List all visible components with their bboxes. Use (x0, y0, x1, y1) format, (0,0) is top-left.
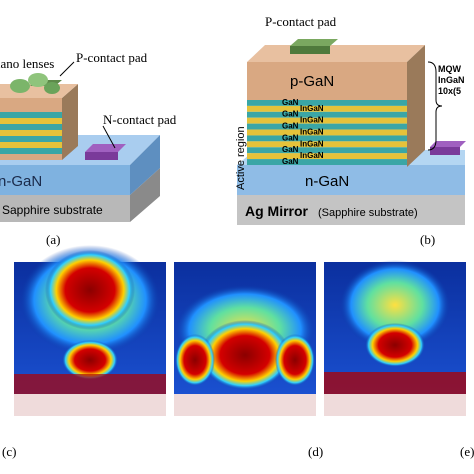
layer (247, 159, 407, 165)
layer (247, 111, 407, 118)
panel-label: (a) (46, 232, 60, 247)
leader-line (102, 125, 116, 149)
layer (247, 141, 407, 148)
n-contact-pad (85, 152, 118, 160)
nano-lens (44, 82, 60, 94)
panel-a: nano lenses P-contact pad N-contact pad … (0, 50, 177, 247)
n-gan-front (0, 165, 130, 195)
label: P-contact pad (76, 50, 148, 65)
field (365, 323, 425, 367)
label: P-contact pad (265, 14, 337, 29)
field (45, 250, 135, 330)
layer (0, 136, 62, 142)
layer (247, 105, 407, 112)
layer (247, 135, 407, 142)
label: n-GaN (0, 173, 42, 190)
label: Ag Mirror (245, 203, 309, 219)
layer (0, 130, 62, 136)
field (62, 340, 118, 380)
layer (247, 117, 407, 124)
field-map-d (174, 262, 316, 416)
reflection (14, 394, 166, 416)
reflection (174, 394, 316, 416)
panel-b: GaNInGaNGaNInGaNGaNInGaNGaNInGaNGaNInGaN… (235, 14, 466, 247)
n-gan-side (130, 135, 160, 195)
field (275, 334, 315, 386)
label: Active region (235, 126, 247, 190)
layer (247, 129, 407, 136)
layer-label: InGaN (300, 127, 324, 136)
label: nano lenses (0, 56, 54, 71)
n-contact-pad-top (85, 144, 126, 152)
label: (Sapphire substrate) (318, 207, 418, 219)
layer (0, 112, 62, 118)
layer-label: InGaN (300, 116, 324, 125)
field-map-e (324, 260, 466, 416)
panel-label: (c) (2, 444, 16, 459)
layer-label: InGaN (300, 151, 324, 160)
layer (0, 124, 62, 130)
mqw-line: InGaN (438, 75, 465, 85)
substrate (237, 195, 465, 225)
field (324, 372, 466, 394)
label: n-GaN (305, 173, 349, 190)
panel-label: (b) (420, 232, 435, 247)
stack-side (62, 84, 78, 160)
layer (247, 123, 407, 130)
mqw-line: MQW (438, 64, 461, 74)
leader-line (59, 61, 75, 77)
label: Sapphire substrate (2, 203, 103, 217)
field (340, 260, 450, 350)
n-contact-pad-top (430, 141, 466, 147)
layer-label: InGaN (300, 139, 324, 148)
layer-label: GaN (282, 110, 299, 119)
layer (247, 147, 407, 154)
label: N-contact pad (103, 112, 177, 127)
layer (247, 153, 407, 160)
substrate-side (130, 168, 160, 222)
label: MQW InGaN 10x(5 (438, 64, 465, 96)
layer-label: GaN (282, 122, 299, 131)
layer (247, 100, 407, 106)
panel-label: (d) (308, 444, 323, 459)
reflection (324, 394, 466, 416)
layer (0, 118, 62, 124)
nano-lens (10, 79, 30, 93)
layer (0, 142, 62, 148)
n-contact-pad (430, 147, 460, 155)
field-map-c (14, 245, 166, 416)
stack-side (407, 45, 425, 167)
layer-label: InGaN (300, 104, 324, 113)
layer-stack: GaNInGaNGaNInGaNGaNInGaNGaNInGaNGaNInGaN… (247, 45, 425, 167)
mqw-line: 10x(5 (438, 86, 461, 96)
p-contact-pad (290, 46, 330, 54)
layer-stack (0, 84, 78, 160)
stack-top (247, 45, 425, 62)
field (14, 374, 166, 394)
layer (0, 148, 62, 154)
layer-label: GaN (282, 157, 299, 166)
nano-lens (28, 73, 48, 87)
panel-label: (e) (460, 444, 474, 459)
field (175, 334, 215, 386)
layer-label: GaN (282, 98, 299, 107)
substrate (0, 195, 130, 222)
p-gan (247, 62, 407, 100)
n-gan (237, 165, 465, 195)
label: p-GaN (290, 73, 334, 90)
p-contact-pad-top (290, 39, 338, 46)
field (200, 320, 290, 390)
layer-label: GaN (282, 145, 299, 154)
layer-label: GaN (282, 133, 299, 142)
brace (427, 61, 443, 151)
